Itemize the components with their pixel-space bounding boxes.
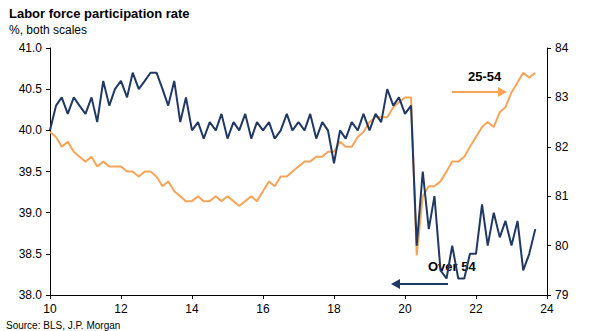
svg-text:16: 16: [256, 302, 270, 316]
svg-text:39.5: 39.5: [19, 165, 43, 179]
svg-text:14: 14: [185, 302, 199, 316]
svg-text:38.5: 38.5: [19, 247, 43, 261]
svg-text:38.0: 38.0: [19, 288, 43, 302]
svg-text:10: 10: [43, 302, 57, 316]
svg-text:79: 79: [555, 288, 569, 302]
svg-text:Labor force participation rate: Labor force participation rate: [9, 6, 190, 21]
svg-text:40.0: 40.0: [19, 123, 43, 137]
svg-text:Source: BLS, J.P. Morgan: Source: BLS, J.P. Morgan: [6, 320, 120, 331]
svg-text:84: 84: [555, 41, 569, 55]
svg-text:83: 83: [555, 90, 569, 104]
svg-text:80: 80: [555, 239, 569, 253]
svg-text:39.0: 39.0: [19, 206, 43, 220]
svg-text:82: 82: [555, 140, 569, 154]
svg-text:40.5: 40.5: [19, 82, 43, 96]
svg-text:20: 20: [398, 302, 412, 316]
svg-text:12: 12: [114, 302, 128, 316]
svg-text:25-54: 25-54: [468, 69, 502, 84]
svg-text:22: 22: [469, 302, 483, 316]
svg-text:81: 81: [555, 189, 569, 203]
svg-text:Over 54: Over 54: [428, 259, 476, 274]
svg-text:41.0: 41.0: [19, 41, 43, 55]
svg-text:24: 24: [540, 302, 554, 316]
svg-text:%, both scales: %, both scales: [9, 23, 87, 37]
svg-text:18: 18: [327, 302, 341, 316]
